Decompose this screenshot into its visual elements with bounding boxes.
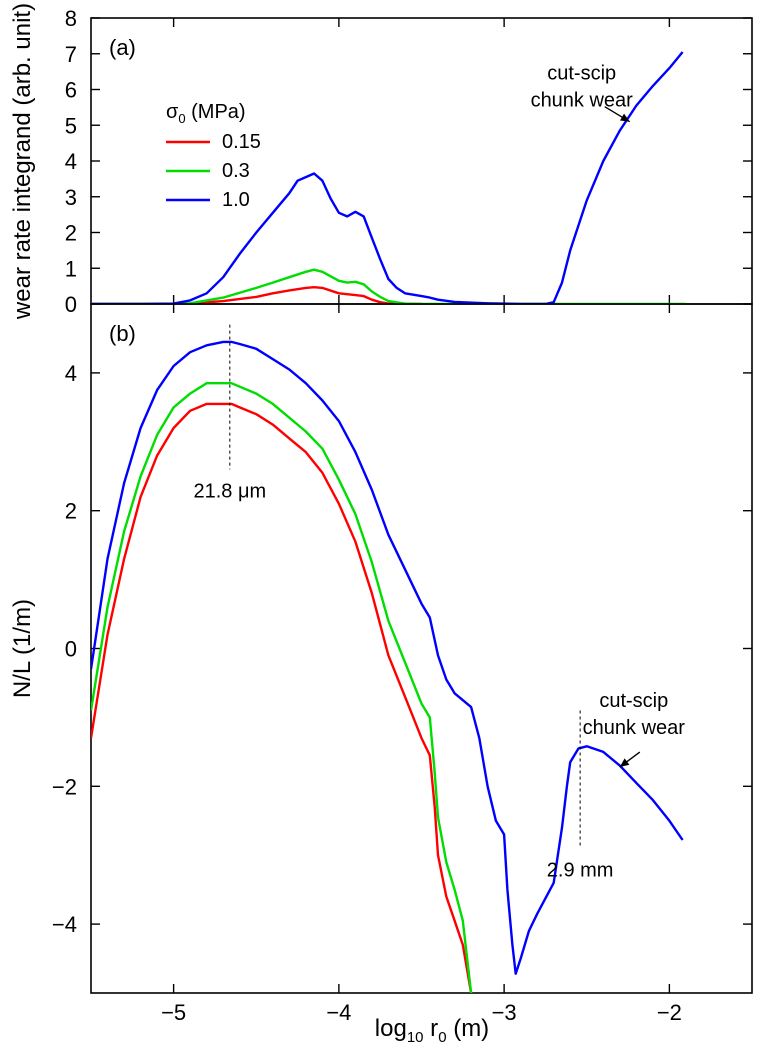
peak-annotation: 21.8 μm <box>193 480 266 502</box>
y-tick-label: 3 <box>65 185 77 210</box>
y-axis-label-a: wear rate integrand (arb. unit) <box>9 3 36 320</box>
panel-b: −5 −4 −3 −2 −4 −2 0 2 4 (b) N/L (1/m) cut-scip chunk… <box>9 303 753 1025</box>
peak-annotation: 2.9 mm <box>547 859 614 881</box>
legend-label-0.15: 0.15 <box>222 131 261 153</box>
y-tick-label: −4 <box>52 912 77 937</box>
y-tick-label: 4 <box>65 149 77 174</box>
plot-frame-b <box>90 303 753 994</box>
cut-scip-annotation-line: chunk wear <box>583 717 686 739</box>
y-tick-label: 0 <box>65 292 77 317</box>
y-tick-label: 0 <box>65 637 77 662</box>
y-tick-label: 4 <box>65 361 77 386</box>
legend-label-1.0: 1.0 <box>222 189 250 211</box>
series-line-b-0.3 <box>91 382 473 993</box>
panel-label-b: (b) <box>109 321 136 346</box>
y-tick-label: 7 <box>65 42 77 67</box>
x-tick-label: −5 <box>161 1000 186 1025</box>
annotation-arrow-head <box>619 113 630 122</box>
y-tick-label: 1 <box>65 256 77 281</box>
y-tick-label: 2 <box>65 221 77 246</box>
y-axis-label-b: N/L (1/m) <box>9 599 36 698</box>
x-tick-label: −3 <box>492 1000 517 1025</box>
plot-frame-a <box>90 17 753 305</box>
legend-title: σ0 (MPa) <box>166 101 246 126</box>
legend-label-0.3: 0.3 <box>222 160 250 182</box>
series-group-b <box>91 340 684 993</box>
y-tick-label: 2 <box>65 499 77 524</box>
y-tick-label: 5 <box>65 113 77 138</box>
series-line-a-1.0 <box>91 51 684 304</box>
y-tick-label: 8 <box>65 6 77 31</box>
panel-label-a: (a) <box>109 35 136 60</box>
cut-scip-annotation-line: cut-scip <box>547 63 616 85</box>
x-tick-label: −4 <box>326 1000 351 1025</box>
series-line-a-0.15 <box>91 286 422 304</box>
y-tick-label: 6 <box>65 78 77 103</box>
series-line-a-0.3 <box>91 268 686 304</box>
cut-scip-annotation-line: chunk wear <box>531 90 634 112</box>
panel-a: 0 1 2 3 4 5 6 7 8 (a) wear rate integrand (arb. un… <box>9 3 753 320</box>
x-tick-label: −2 <box>657 1000 682 1025</box>
y-tick-label: −2 <box>52 774 77 799</box>
annotation-arrow-head <box>619 758 630 768</box>
series-line-b-1.0 <box>91 340 684 975</box>
legend: σ0 (MPa) 0.15 0.3 1.0 <box>166 101 261 211</box>
series-line-b-0.15 <box>91 402 473 993</box>
x-axis-label: log10 r0 (m) <box>375 1015 489 1046</box>
cut-scip-annotation-line: cut-scip <box>599 690 668 712</box>
